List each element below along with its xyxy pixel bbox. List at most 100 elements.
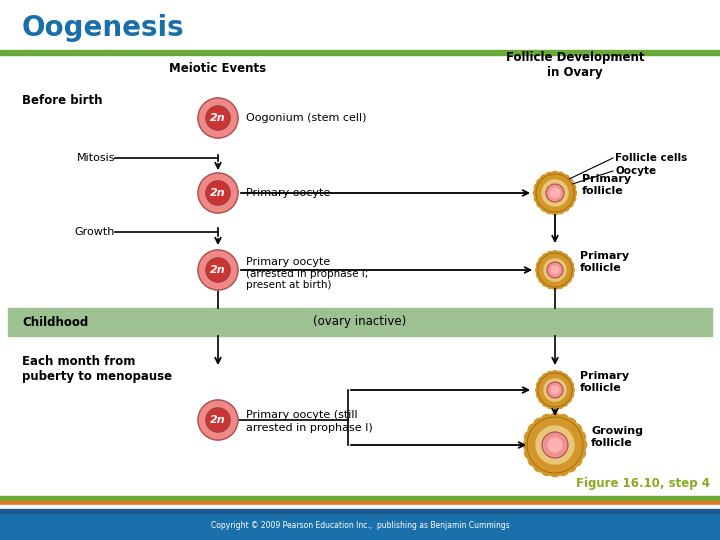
Circle shape [564, 179, 573, 187]
Text: Mitosis: Mitosis [76, 153, 115, 163]
Circle shape [542, 279, 549, 286]
Circle shape [556, 281, 564, 288]
Text: Figure 16.10, step 4: Figure 16.10, step 4 [576, 477, 710, 490]
Text: 2n: 2n [210, 415, 226, 425]
Text: Oogenesis: Oogenesis [22, 14, 184, 42]
Circle shape [206, 258, 230, 282]
Circle shape [536, 174, 574, 212]
Circle shape [547, 382, 563, 398]
Bar [0, 513, 720, 540]
Circle shape [564, 275, 571, 283]
Circle shape [546, 281, 554, 288]
Circle shape [546, 252, 554, 259]
Text: Copyright © 2009 Pearson Education Inc.,  publishing as Benjamin Cummings: Copyright © 2009 Pearson Education Inc.,… [211, 522, 509, 530]
Text: Childhood: Childhood [22, 315, 89, 328]
Circle shape [570, 424, 582, 436]
Text: Follicle cells: Follicle cells [615, 153, 688, 163]
Circle shape [546, 205, 554, 214]
Circle shape [536, 386, 543, 394]
Circle shape [570, 454, 582, 466]
Circle shape [560, 374, 568, 381]
Circle shape [560, 279, 568, 286]
Bar [0, 496, 720, 501]
Text: 2n: 2n [210, 265, 226, 275]
Circle shape [552, 371, 559, 378]
Text: Meiotic Events: Meiotic Events [169, 62, 266, 75]
Circle shape [539, 395, 546, 403]
Circle shape [525, 431, 537, 443]
Circle shape [556, 172, 564, 181]
Circle shape [542, 254, 549, 261]
Text: Primary oocyte: Primary oocyte [246, 257, 330, 267]
Circle shape [564, 257, 571, 265]
Circle shape [546, 184, 564, 202]
Circle shape [544, 379, 566, 401]
Circle shape [546, 401, 554, 408]
Circle shape [206, 181, 230, 205]
Circle shape [551, 266, 559, 274]
Circle shape [564, 199, 573, 207]
Circle shape [568, 189, 577, 197]
Circle shape [561, 203, 570, 211]
Text: Oogonium (stem cell): Oogonium (stem cell) [246, 113, 366, 123]
Circle shape [536, 381, 544, 389]
Circle shape [566, 271, 574, 279]
Circle shape [542, 432, 568, 458]
Text: Oocyte: Oocyte [615, 166, 656, 176]
Text: arrested in prophase I): arrested in prophase I) [246, 423, 373, 433]
Circle shape [557, 415, 569, 427]
Circle shape [557, 463, 569, 475]
Circle shape [542, 399, 549, 406]
Circle shape [556, 372, 564, 379]
Circle shape [552, 282, 559, 289]
Circle shape [539, 377, 546, 384]
Circle shape [527, 417, 583, 473]
Circle shape [546, 372, 554, 379]
Circle shape [536, 266, 543, 274]
Circle shape [534, 460, 546, 472]
Text: Primary oocyte: Primary oocyte [246, 188, 330, 198]
Circle shape [564, 460, 576, 472]
Circle shape [541, 415, 553, 427]
Circle shape [538, 373, 572, 407]
Circle shape [549, 413, 561, 426]
Bar [0, 50, 720, 55]
Circle shape [536, 391, 544, 399]
Bar [0, 501, 720, 505]
Text: 2n: 2n [210, 113, 226, 123]
Text: Primary
follicle: Primary follicle [582, 174, 631, 196]
Circle shape [556, 401, 564, 408]
Circle shape [525, 447, 537, 459]
Circle shape [534, 418, 546, 430]
Text: present at birth): present at birth) [246, 280, 331, 290]
Circle shape [528, 424, 541, 436]
Text: Primary oocyte (still: Primary oocyte (still [246, 410, 358, 420]
Circle shape [573, 447, 585, 459]
Circle shape [551, 206, 559, 214]
Text: Primary
follicle: Primary follicle [580, 251, 629, 273]
Circle shape [206, 408, 230, 432]
Circle shape [534, 189, 542, 197]
Text: (ovary inactive): (ovary inactive) [313, 315, 407, 328]
Circle shape [550, 188, 560, 198]
Circle shape [542, 180, 568, 206]
Circle shape [564, 395, 571, 403]
Circle shape [542, 374, 549, 381]
Circle shape [552, 251, 559, 258]
Circle shape [552, 402, 559, 409]
Circle shape [541, 463, 553, 475]
Circle shape [523, 439, 536, 451]
Circle shape [564, 418, 576, 430]
Circle shape [566, 391, 574, 399]
Circle shape [549, 464, 561, 477]
Circle shape [538, 253, 572, 287]
Circle shape [537, 199, 545, 207]
Circle shape [551, 172, 559, 180]
Circle shape [566, 381, 574, 389]
Circle shape [561, 175, 570, 183]
Text: Growth: Growth [75, 227, 115, 237]
Circle shape [548, 438, 562, 452]
Circle shape [536, 271, 544, 279]
Text: Follicle Development
in Ovary: Follicle Development in Ovary [505, 51, 644, 79]
Circle shape [528, 454, 541, 466]
